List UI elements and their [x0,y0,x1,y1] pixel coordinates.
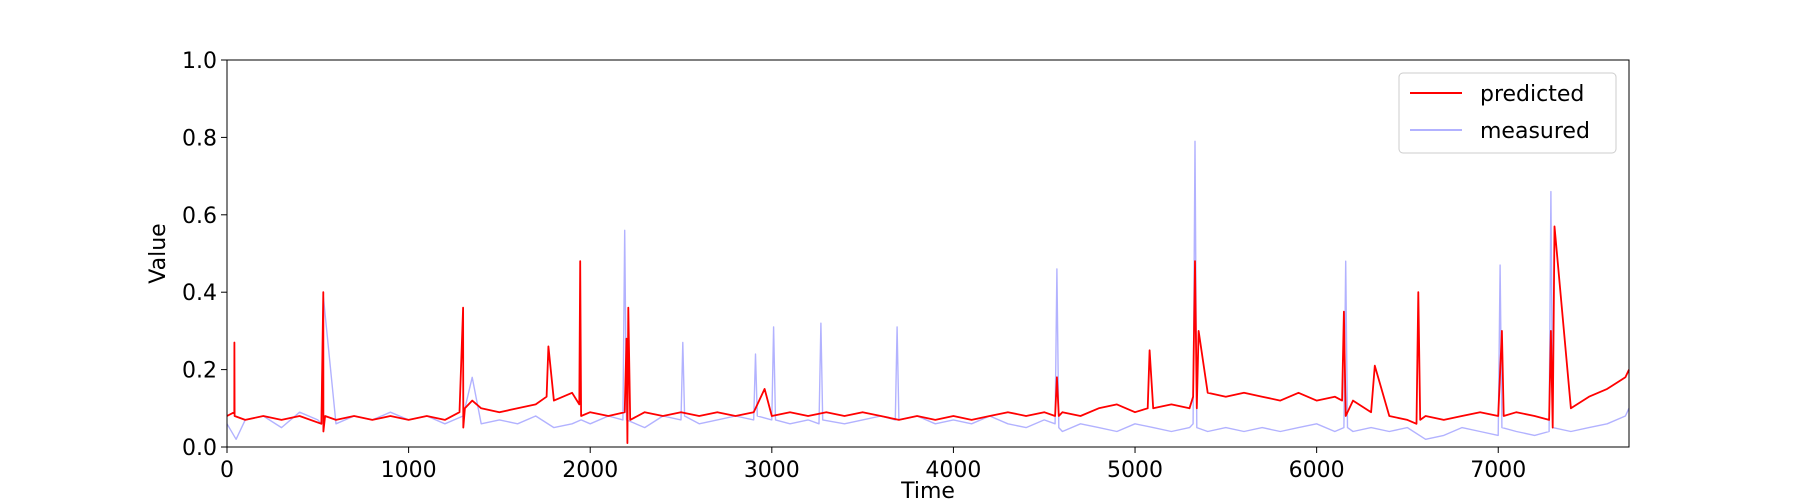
series-layer [226,140,1630,445]
y-axis-ticks: 0.0 0.2 0.4 0.6 0.8 1.0 [182,49,227,461]
x-tick-label: 7000 [1470,458,1526,483]
y-tick-label: 0.6 [182,204,217,229]
series-line-predicted [226,225,1630,445]
y-axis-label: Value [146,223,171,283]
legend: predicted measured [1398,72,1617,154]
x-tick-label: 6000 [1289,458,1345,483]
x-tick-label: 5000 [1107,458,1163,483]
x-tick-label: 4000 [925,458,981,483]
y-tick-label: 0.4 [182,281,217,306]
y-tick-label: 0.0 [182,436,217,461]
plot-frame [226,59,1630,448]
y-tick-label: 0.8 [182,126,217,151]
x-tick-label: 2000 [562,458,618,483]
x-axis-label: Time [900,479,955,500]
x-axis-ticks: 0 1000 2000 3000 4000 5000 6000 7000 [220,447,1526,483]
x-tick-label: 3000 [744,458,800,483]
y-tick-label: 1.0 [182,49,217,74]
y-tick-label: 0.2 [182,359,217,384]
x-tick-label: 1000 [381,458,437,483]
legend-label-predicted: predicted [1480,82,1584,107]
legend-label-measured: measured [1480,119,1590,144]
x-tick-label: 0 [220,458,234,483]
